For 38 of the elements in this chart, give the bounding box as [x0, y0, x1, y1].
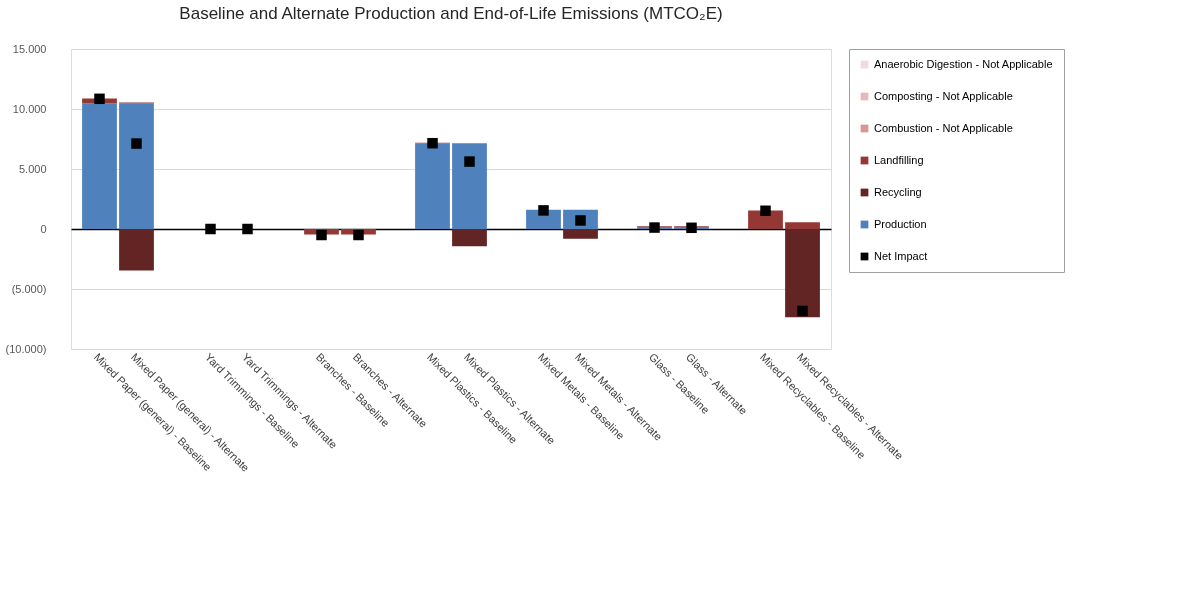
point — [242, 223, 253, 235]
bar — [785, 222, 820, 229]
point — [427, 137, 438, 149]
bar — [119, 229, 154, 271]
point — [538, 205, 549, 216]
y-tick-label: 0 — [40, 222, 47, 235]
legend-label: Combustion - Not Applicable — [874, 121, 1013, 134]
point — [94, 93, 105, 105]
y-tick-label: 5.000 — [18, 162, 47, 175]
point — [797, 305, 808, 317]
legend-label: Recycling — [874, 185, 922, 198]
y-tick-label: (10.000) — [5, 342, 47, 355]
point — [649, 222, 660, 233]
point — [131, 138, 142, 149]
y-tick-label: (5.000) — [11, 282, 47, 295]
chart-title: Baseline and Alternate Production and End-of-Life Emissions (MTCO₂E) — [179, 4, 723, 23]
legend-label: Landfilling — [874, 153, 924, 166]
point — [760, 205, 771, 216]
bar — [415, 143, 450, 229]
point — [205, 223, 216, 235]
legend-label: Composting - Not Applicable — [874, 89, 1013, 102]
y-tick-label: 10.000 — [12, 102, 47, 115]
legend-label: Net Impact — [874, 249, 928, 262]
bar — [563, 229, 598, 239]
legend-label: Anaerobic Digestion - Not Applicable — [874, 57, 1053, 70]
bar — [82, 103, 117, 229]
point — [353, 229, 364, 241]
bar — [526, 209, 561, 229]
point — [464, 156, 475, 167]
legend-label: Production — [874, 217, 927, 230]
bar — [119, 103, 154, 229]
point — [686, 222, 697, 234]
y-tick-label: 15.000 — [12, 42, 47, 55]
bar — [748, 210, 783, 229]
bar — [452, 229, 487, 247]
point — [316, 229, 327, 241]
bar — [785, 229, 820, 318]
bar — [452, 143, 487, 229]
